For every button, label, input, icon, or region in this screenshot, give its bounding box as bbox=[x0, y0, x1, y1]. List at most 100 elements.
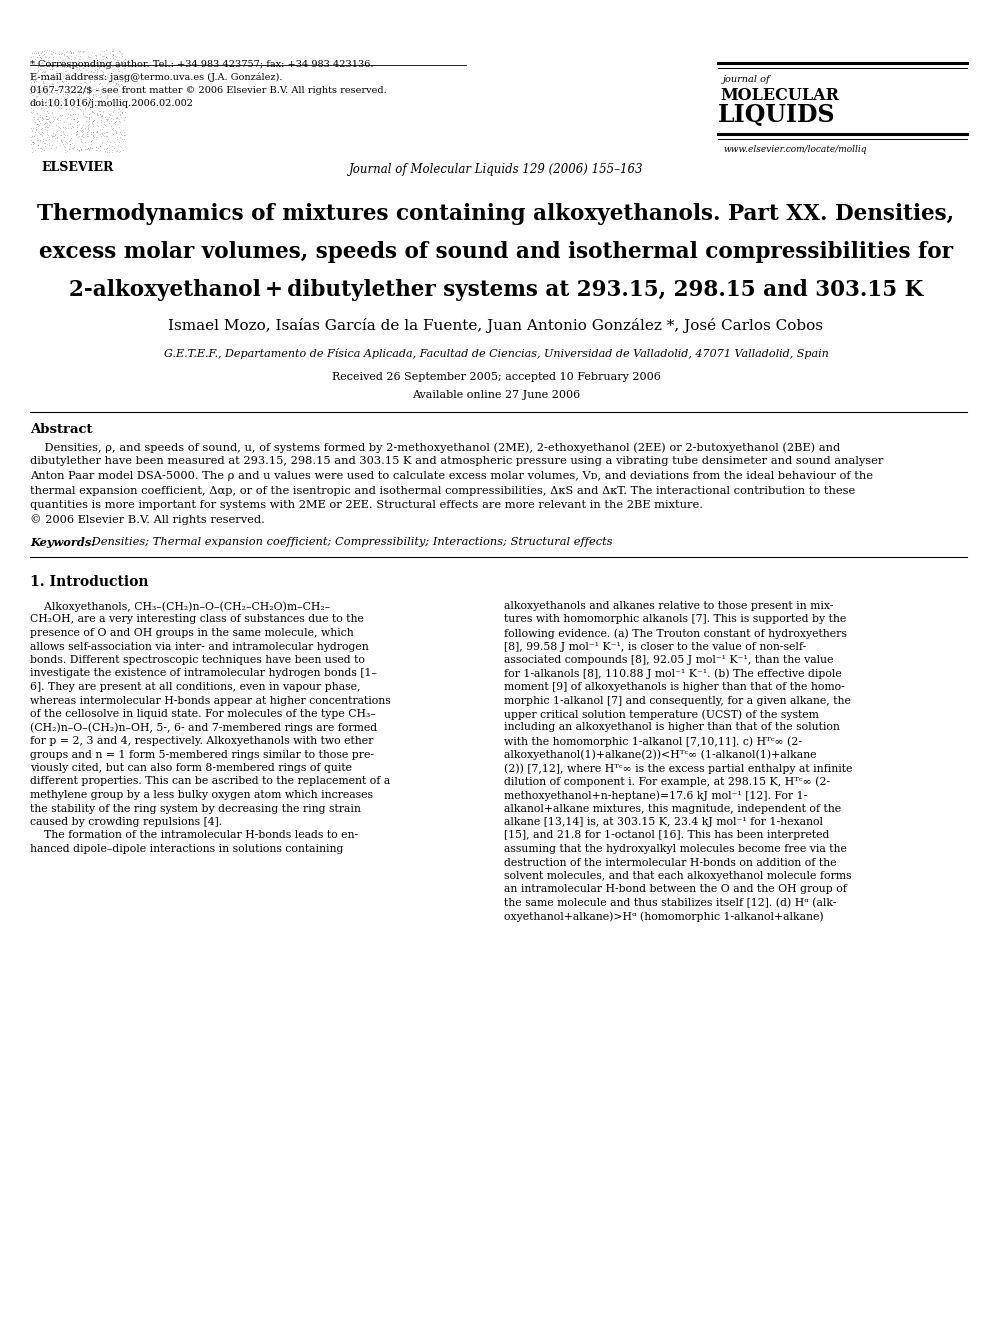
Point bbox=[46, 79, 62, 101]
Point bbox=[44, 44, 60, 65]
Point bbox=[78, 124, 94, 146]
Point bbox=[47, 124, 62, 146]
Point bbox=[39, 78, 55, 99]
Point bbox=[45, 41, 61, 62]
Point bbox=[77, 71, 93, 93]
Point bbox=[105, 101, 121, 122]
Point bbox=[35, 71, 51, 93]
Point bbox=[103, 110, 119, 131]
Point bbox=[81, 50, 97, 71]
Point bbox=[46, 81, 62, 102]
Point bbox=[69, 120, 85, 142]
Point bbox=[94, 45, 110, 66]
Text: 6]. They are present at all conditions, even in vapour phase,: 6]. They are present at all conditions, … bbox=[30, 681, 360, 692]
Point bbox=[25, 75, 41, 97]
Point bbox=[85, 78, 101, 99]
Point bbox=[36, 60, 52, 81]
Point bbox=[78, 107, 94, 128]
Point bbox=[50, 78, 65, 99]
Point bbox=[105, 46, 121, 67]
Point bbox=[60, 46, 75, 67]
Point bbox=[24, 42, 40, 64]
Point bbox=[92, 66, 108, 87]
Point bbox=[96, 83, 112, 105]
Point bbox=[95, 62, 111, 83]
Point bbox=[86, 102, 102, 123]
Point bbox=[65, 64, 81, 85]
Point bbox=[70, 126, 86, 147]
Point bbox=[104, 105, 120, 126]
Point bbox=[109, 106, 125, 127]
Point bbox=[62, 82, 78, 103]
Point bbox=[23, 71, 39, 93]
Point bbox=[111, 108, 127, 130]
Point bbox=[89, 122, 105, 143]
Point bbox=[29, 79, 45, 101]
Point bbox=[95, 90, 111, 111]
Point bbox=[33, 138, 49, 159]
Point bbox=[110, 107, 126, 128]
Point bbox=[30, 82, 46, 103]
Point bbox=[86, 90, 102, 111]
Point bbox=[32, 106, 48, 127]
Point bbox=[112, 105, 128, 126]
Point bbox=[60, 83, 75, 105]
Point bbox=[31, 130, 47, 151]
Point bbox=[99, 85, 115, 106]
Point bbox=[37, 73, 53, 94]
Point bbox=[62, 128, 78, 149]
Point bbox=[65, 95, 81, 116]
Point bbox=[48, 67, 63, 89]
Point bbox=[97, 107, 113, 128]
Point bbox=[25, 69, 41, 90]
Text: quantities is more important for systems with 2ME or 2EE. Structural effects are: quantities is more important for systems… bbox=[30, 500, 703, 509]
Point bbox=[25, 90, 41, 111]
Point bbox=[111, 97, 127, 118]
Point bbox=[109, 126, 125, 147]
Point bbox=[34, 124, 50, 146]
Point bbox=[45, 82, 61, 103]
Point bbox=[32, 83, 48, 105]
Text: methoxyethanol+n-heptane)=17.6 kJ mol⁻¹ [12]. For 1-: methoxyethanol+n-heptane)=17.6 kJ mol⁻¹ … bbox=[504, 790, 807, 800]
Point bbox=[38, 132, 54, 153]
Point bbox=[95, 65, 111, 86]
Point bbox=[43, 44, 59, 65]
Point bbox=[30, 138, 46, 159]
Point bbox=[85, 111, 101, 132]
Text: The formation of the intramolecular H-bonds leads to en-: The formation of the intramolecular H-bo… bbox=[30, 831, 358, 840]
Point bbox=[101, 105, 117, 126]
Point bbox=[27, 111, 43, 132]
Point bbox=[88, 48, 104, 69]
Point bbox=[83, 61, 99, 82]
Point bbox=[50, 49, 65, 70]
Point bbox=[90, 115, 106, 136]
Point bbox=[44, 138, 60, 159]
Point bbox=[31, 108, 47, 130]
Point bbox=[91, 44, 107, 65]
Point bbox=[83, 122, 99, 143]
Text: MOLECULAR: MOLECULAR bbox=[720, 87, 839, 105]
Point bbox=[102, 48, 118, 69]
Point bbox=[93, 126, 109, 147]
Point bbox=[101, 65, 117, 86]
Point bbox=[47, 56, 62, 77]
Point bbox=[43, 54, 59, 75]
Point bbox=[90, 73, 106, 94]
Point bbox=[67, 97, 83, 118]
Point bbox=[33, 79, 49, 101]
Point bbox=[40, 124, 56, 146]
Point bbox=[34, 53, 50, 74]
Point bbox=[51, 67, 66, 89]
Point bbox=[32, 122, 48, 143]
Point bbox=[101, 142, 117, 163]
Point bbox=[103, 66, 119, 87]
Point bbox=[92, 86, 108, 107]
Point bbox=[32, 82, 48, 103]
Point bbox=[25, 102, 41, 123]
Point bbox=[68, 45, 84, 66]
Point bbox=[40, 53, 56, 74]
Point bbox=[72, 93, 88, 114]
Point bbox=[73, 118, 89, 139]
Point bbox=[73, 126, 89, 147]
Point bbox=[62, 42, 78, 64]
